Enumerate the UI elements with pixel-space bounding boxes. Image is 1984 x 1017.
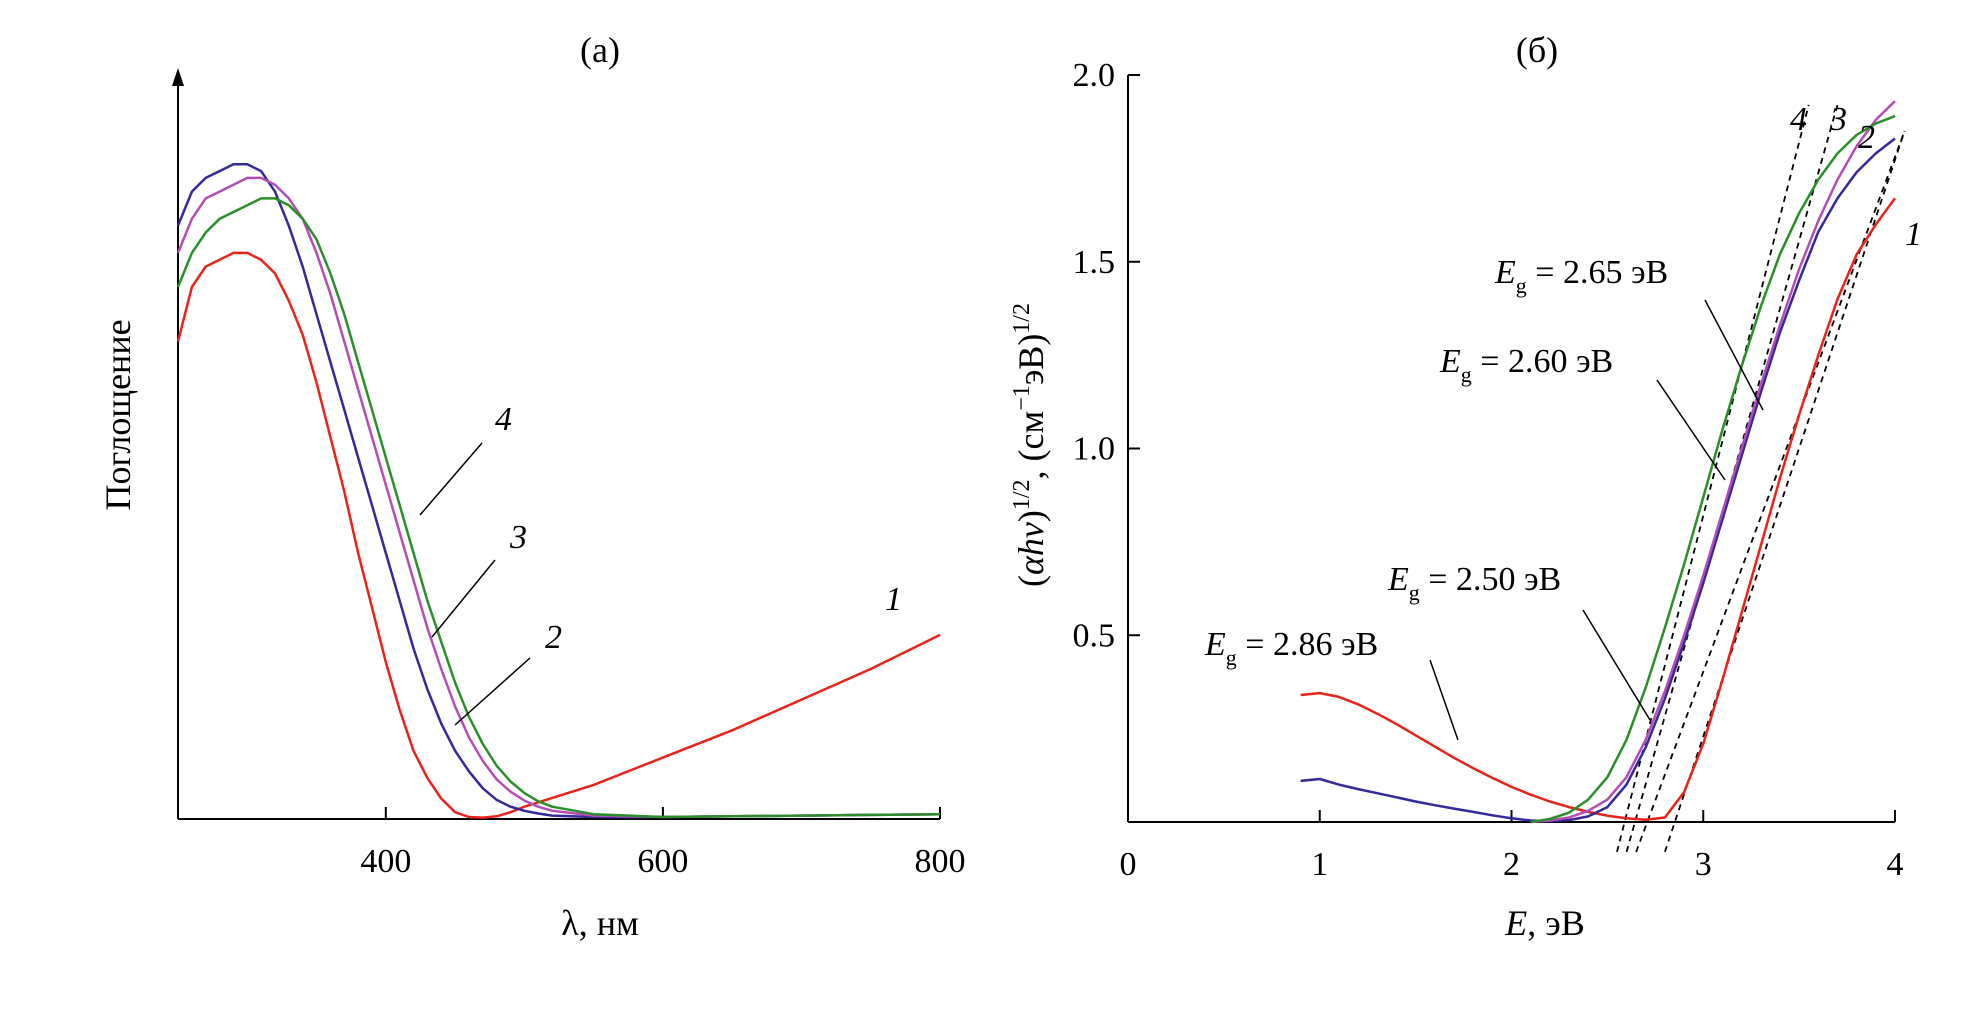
panel-b-tangent-1 (1664, 130, 1906, 853)
panel-a-leader-4 (419, 442, 483, 516)
panel-b-x-tick-label: 1 (1311, 846, 1328, 883)
panel-b-series-2-line (1300, 137, 1896, 823)
panel-b-y-tick-label: 1.0 (1073, 431, 1116, 468)
panel-b-x-tick-label: 4 (1887, 846, 1904, 883)
panel-b-y-tick-label: 0.5 (1073, 617, 1116, 654)
panel-a-series-4-line (176, 197, 941, 819)
panel-a-series-2-line (176, 163, 941, 819)
panel-b-y-axis-title: (αhν)1/2, (см−1эВ)1/2 (1009, 303, 1051, 587)
panel-a-leader-3 (431, 559, 496, 638)
panel-b-curve-label-3: 3 (1829, 101, 1847, 138)
panel-b-series-1-line (1300, 197, 1897, 822)
panel-a-curve-label-2: 2 (545, 619, 562, 656)
panel-a-curve-label-3: 3 (509, 519, 527, 556)
panel-b-x-tick-label: 0 (1120, 846, 1137, 883)
panel-a-y-axis-arrow-icon (172, 68, 184, 86)
panel-b-y-tick-label: 2.0 (1073, 57, 1116, 94)
panel-a-curve-label-4: 4 (495, 401, 512, 438)
panel-b-series-3-line (1530, 100, 1896, 824)
panel-a-curves (176, 163, 941, 819)
panel-b-tangent-lines (1616, 104, 1906, 853)
panel-b-eg-annotation: Eg = 2.60 эВ (1439, 343, 1613, 387)
panel-b-eg-annotation: Eg = 2.86 эВ (1204, 626, 1378, 670)
panel-b-eg-annotation: Eg = 2.65 эВ (1494, 254, 1668, 298)
panel-a-x-tick-label: 400 (360, 843, 411, 880)
panel-b-eg-leader (1704, 299, 1764, 411)
panel-a: (а) 400 600 800 1 2 3 4 λ, нм Поглощение (98, 30, 966, 943)
panel-a-label: (а) (580, 30, 620, 70)
panel-b-y-tick-label: 1.5 (1073, 244, 1116, 281)
panel-b-leader-lines (1429, 299, 1764, 741)
panel-b-x-ticks: 0 1 2 3 4 (1120, 810, 1904, 883)
panel-b-tangent-4 (1616, 104, 1810, 853)
panel-a-y-axis-title: Поглощение (98, 319, 138, 510)
panel-a-x-tick-label: 600 (637, 843, 688, 880)
panel-a-x-tick-label: 800 (915, 843, 966, 880)
panel-b-eg-leader (1429, 659, 1459, 741)
panel-b-label: (б) (1516, 30, 1558, 70)
panel-b-curve-label-2: 2 (1858, 119, 1875, 156)
panel-b-x-tick-label: 2 (1503, 846, 1520, 883)
panel-b-x-tick-label: 3 (1695, 846, 1712, 883)
panel-b-curve-labels: 1 234 (1790, 101, 1922, 253)
panel-b-y-ticks: 0.5 1.0 1.5 2.0 (1073, 57, 1140, 654)
panel-a-x-ticks: 400 600 800 (360, 807, 966, 880)
panel-b-curve-label-1: 1 (1905, 216, 1922, 253)
panel-a-series-1-line (176, 251, 941, 819)
panel-b-eg-leader (1582, 609, 1651, 721)
panel-b-curve-label-4: 4 (1790, 101, 1807, 138)
panel-a-series-3-line (176, 176, 941, 819)
panel-a-curve-label-1: 1 (885, 581, 902, 618)
panel-a-curve-labels: 1 2 3 4 (419, 401, 902, 726)
panel-b-curves (1300, 100, 1897, 824)
panel-b-x-axis-title: E, эВ (1504, 903, 1584, 943)
panel-a-x-axis-title: λ, нм (561, 903, 639, 943)
panel-a-leader-2 (454, 657, 531, 726)
panel-b-eg-leader (1656, 379, 1726, 481)
panel-b-tangent-2 (1635, 130, 1906, 853)
panel-b-eg-annotation: Eg = 2.50 эВ (1387, 561, 1561, 605)
